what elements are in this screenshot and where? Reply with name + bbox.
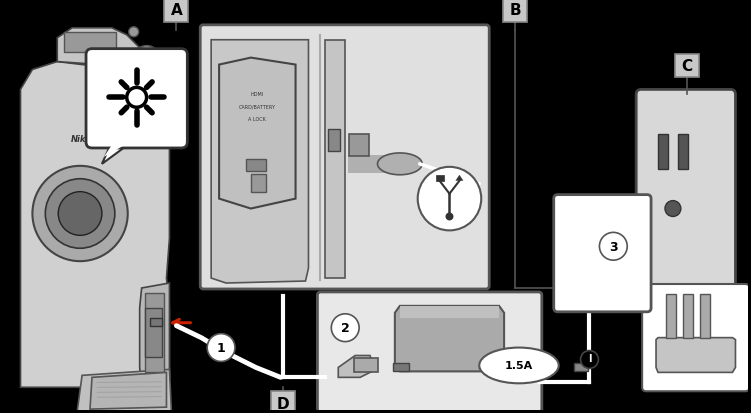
FancyBboxPatch shape (164, 0, 189, 22)
Text: Nikon: Nikon (71, 135, 98, 144)
Polygon shape (77, 369, 171, 412)
Polygon shape (57, 28, 142, 68)
Polygon shape (656, 338, 735, 373)
Bar (145, 293, 164, 373)
FancyBboxPatch shape (553, 195, 651, 312)
Bar (145, 308, 162, 358)
Polygon shape (20, 62, 170, 387)
Text: CARD/BATTERY: CARD/BATTERY (238, 105, 276, 110)
Circle shape (599, 233, 627, 260)
Bar (400, 306, 499, 318)
Circle shape (665, 201, 681, 216)
Bar (666, 294, 676, 338)
Ellipse shape (378, 153, 422, 175)
Polygon shape (338, 356, 372, 377)
Polygon shape (90, 373, 167, 409)
Circle shape (445, 213, 454, 221)
Circle shape (133, 46, 161, 74)
Polygon shape (211, 40, 309, 283)
Bar (658, 134, 668, 169)
Bar (149, 318, 161, 326)
Polygon shape (455, 175, 463, 181)
Bar (393, 363, 409, 371)
FancyBboxPatch shape (503, 0, 527, 22)
Text: I: I (588, 354, 591, 365)
Circle shape (331, 314, 359, 342)
Polygon shape (104, 142, 130, 157)
Text: 3: 3 (609, 241, 617, 254)
Bar (328, 129, 340, 151)
Polygon shape (102, 142, 131, 164)
Bar (683, 294, 692, 338)
Text: B: B (509, 3, 521, 19)
Bar (246, 159, 266, 171)
FancyBboxPatch shape (201, 25, 489, 289)
Polygon shape (325, 40, 345, 278)
Text: HDMI: HDMI (250, 92, 264, 97)
FancyBboxPatch shape (642, 284, 749, 391)
Polygon shape (219, 57, 296, 209)
FancyBboxPatch shape (636, 89, 735, 303)
Bar (251, 174, 266, 192)
Bar (700, 294, 710, 338)
Circle shape (45, 179, 115, 248)
FancyBboxPatch shape (354, 358, 378, 373)
Text: 1.5A: 1.5A (505, 361, 533, 371)
Text: A LOCK: A LOCK (248, 116, 266, 122)
Bar (574, 363, 587, 371)
FancyBboxPatch shape (675, 54, 698, 78)
Circle shape (59, 192, 102, 235)
Text: A: A (170, 3, 182, 19)
Text: 1: 1 (217, 342, 225, 355)
Bar (678, 134, 688, 169)
Text: D: D (276, 396, 289, 412)
FancyBboxPatch shape (318, 292, 541, 412)
Circle shape (207, 334, 235, 361)
Text: C: C (681, 59, 692, 74)
Text: 2: 2 (341, 322, 349, 335)
Polygon shape (395, 306, 504, 371)
Bar (348, 155, 400, 173)
FancyBboxPatch shape (349, 134, 369, 156)
Bar (64, 32, 116, 52)
Circle shape (32, 166, 128, 261)
Ellipse shape (479, 348, 559, 383)
Polygon shape (140, 283, 170, 387)
Circle shape (418, 167, 481, 230)
Circle shape (127, 88, 146, 107)
Circle shape (128, 27, 139, 37)
FancyBboxPatch shape (271, 391, 294, 413)
Bar (436, 175, 444, 181)
Circle shape (581, 351, 599, 368)
FancyBboxPatch shape (86, 49, 187, 148)
